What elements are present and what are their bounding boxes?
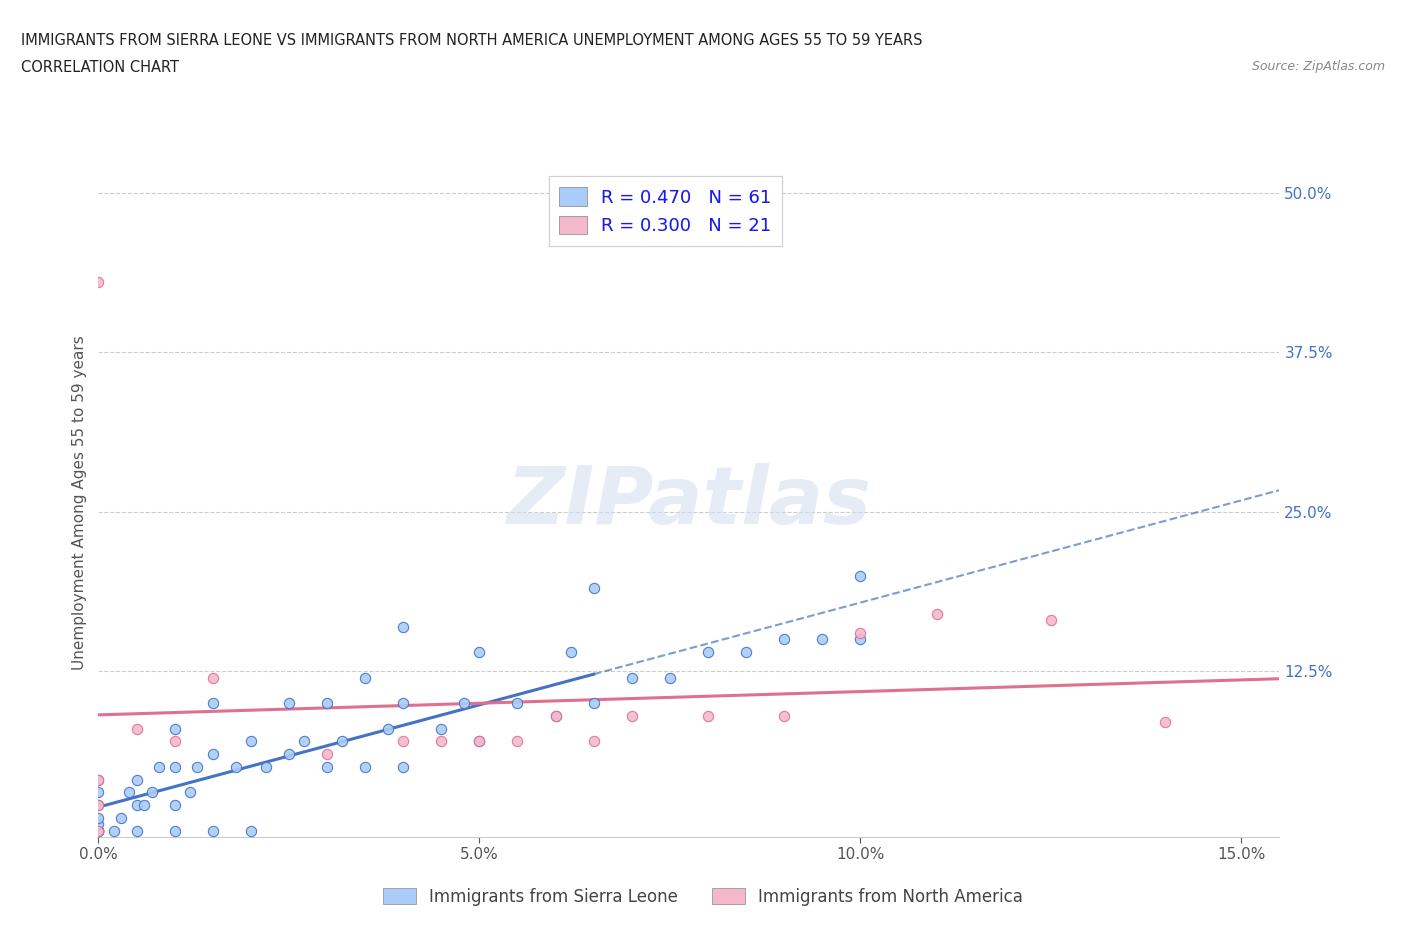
Point [316,747,339,762]
Point [1154,715,1177,730]
Legend: Immigrants from Sierra Leone, Immigrants from North America: Immigrants from Sierra Leone, Immigrants… [377,881,1029,912]
Point [87,772,110,787]
Point [201,696,224,711]
Point [506,734,529,749]
Point [239,734,262,749]
Point [392,619,415,634]
Point [773,709,796,724]
Point [201,671,224,685]
Point [392,734,415,749]
Text: CORRELATION CHART: CORRELATION CHART [21,60,179,75]
Point [316,760,339,775]
Point [582,581,605,596]
Point [735,644,758,659]
Point [506,696,529,711]
Point [773,631,796,646]
Point [277,696,299,711]
Point [125,721,148,736]
Point [103,823,125,838]
Point [134,798,156,813]
Point [316,696,339,711]
Point [201,747,224,762]
Point [87,823,110,838]
Point [468,734,491,749]
Point [849,626,872,641]
Point [849,568,872,583]
Point [354,671,377,685]
Point [163,734,186,749]
Point [277,747,299,762]
Point [148,760,170,775]
Point [658,671,681,685]
Point [544,709,567,724]
Point [163,798,186,813]
Point [620,709,643,724]
Text: ZIPatlas: ZIPatlas [506,463,872,541]
Point [1039,613,1062,628]
Point [87,772,110,787]
Point [453,696,475,711]
Point [87,823,110,838]
Point [392,760,415,775]
Text: IMMIGRANTS FROM SIERRA LEONE VS IMMIGRANTS FROM NORTH AMERICA UNEMPLOYMENT AMONG: IMMIGRANTS FROM SIERRA LEONE VS IMMIGRAN… [21,33,922,47]
Point [582,696,605,711]
Point [811,631,834,646]
Point [87,817,110,831]
Point [849,631,872,646]
Point [697,709,720,724]
Point [87,810,110,825]
Point [201,823,224,838]
Point [225,760,247,775]
Point [925,606,948,621]
Point [560,644,582,659]
Point [544,709,567,724]
Y-axis label: Unemployment Among Ages 55 to 59 years: Unemployment Among Ages 55 to 59 years [72,335,87,670]
Point [87,823,110,838]
Point [179,785,201,800]
Point [87,823,110,838]
Point [620,671,643,685]
Point [163,760,186,775]
Point [110,810,132,825]
Point [87,798,110,813]
Point [430,734,453,749]
Text: Source: ZipAtlas.com: Source: ZipAtlas.com [1251,60,1385,73]
Point [87,823,110,838]
Point [468,644,491,659]
Point [430,721,453,736]
Point [582,734,605,749]
Point [87,274,110,289]
Point [697,644,720,659]
Point [87,823,110,838]
Point [141,785,163,800]
Point [125,798,148,813]
Point [87,798,110,813]
Point [186,760,208,775]
Point [330,734,353,749]
Point [118,785,141,800]
Point [468,734,491,749]
Point [125,823,148,838]
Point [87,785,110,800]
Point [125,772,148,787]
Point [377,721,399,736]
Point [163,823,186,838]
Point [254,760,277,775]
Point [354,760,377,775]
Point [239,823,262,838]
Point [292,734,315,749]
Point [163,721,186,736]
Point [392,696,415,711]
Legend: R = 0.470   N = 61, R = 0.300   N = 21: R = 0.470 N = 61, R = 0.300 N = 21 [548,177,782,246]
